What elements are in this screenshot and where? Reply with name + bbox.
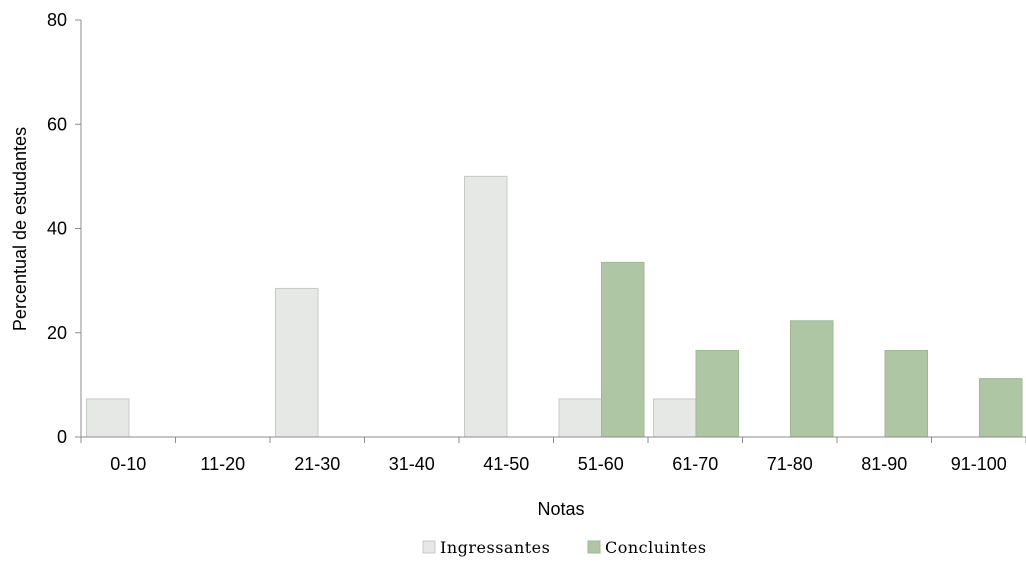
legend-swatch xyxy=(422,540,436,554)
x-tick-label: 71-80 xyxy=(767,454,813,474)
x-tick-label: 91-100 xyxy=(951,454,1007,474)
x-tick-label: 21-30 xyxy=(294,454,340,474)
plot-area: 0 20 40 60 80 0-10 11-20 21-30 31-40 41-50 51-60 6… xyxy=(47,10,1026,474)
legend-swatch xyxy=(587,540,601,554)
bar-concluintes-91-100 xyxy=(979,378,1023,438)
x-tick-label: 31-40 xyxy=(389,454,435,474)
y-tick-label: 20 xyxy=(47,323,67,343)
bar-concluintes-51-60 xyxy=(601,261,645,438)
bar-ingressantes-51-60 xyxy=(558,398,602,438)
legend-label: Concluintes xyxy=(605,538,707,557)
bar-ingressantes-21-30 xyxy=(275,287,319,438)
y-ticks: 0 20 40 60 80 xyxy=(47,10,81,447)
x-axis-title: Notas xyxy=(537,499,584,519)
legend: Ingressantes Concluintes xyxy=(422,538,707,557)
y-tick-label: 80 xyxy=(47,10,67,30)
bar-ingressantes-0-10 xyxy=(86,398,130,438)
bar-concluintes-61-70 xyxy=(695,349,739,438)
bar-concluintes-71-80 xyxy=(790,320,834,438)
bar-ingressantes-41-50 xyxy=(464,175,508,438)
bar-concluintes-81-90 xyxy=(884,349,928,438)
x-tick-label: 51-60 xyxy=(578,454,624,474)
x-ticks: 0-10 11-20 21-30 31-40 41-50 51-60 61-70 71-80 8… xyxy=(80,437,1026,474)
x-tick-label: 61-70 xyxy=(672,454,718,474)
bar-ingressantes-61-70 xyxy=(653,398,697,438)
y-tick-label: 0 xyxy=(57,427,67,447)
bars xyxy=(86,175,1023,438)
x-tick-label: 41-50 xyxy=(483,454,529,474)
y-tick-label: 60 xyxy=(47,114,67,134)
x-tick-label: 0-10 xyxy=(110,454,146,474)
x-tick-label: 11-20 xyxy=(200,454,245,474)
x-tick-label: 81-90 xyxy=(861,454,907,474)
y-tick-label: 40 xyxy=(47,219,67,239)
legend-label: Ingressantes xyxy=(440,538,550,557)
y-axis-title: Percentual de estudantes xyxy=(10,127,30,331)
